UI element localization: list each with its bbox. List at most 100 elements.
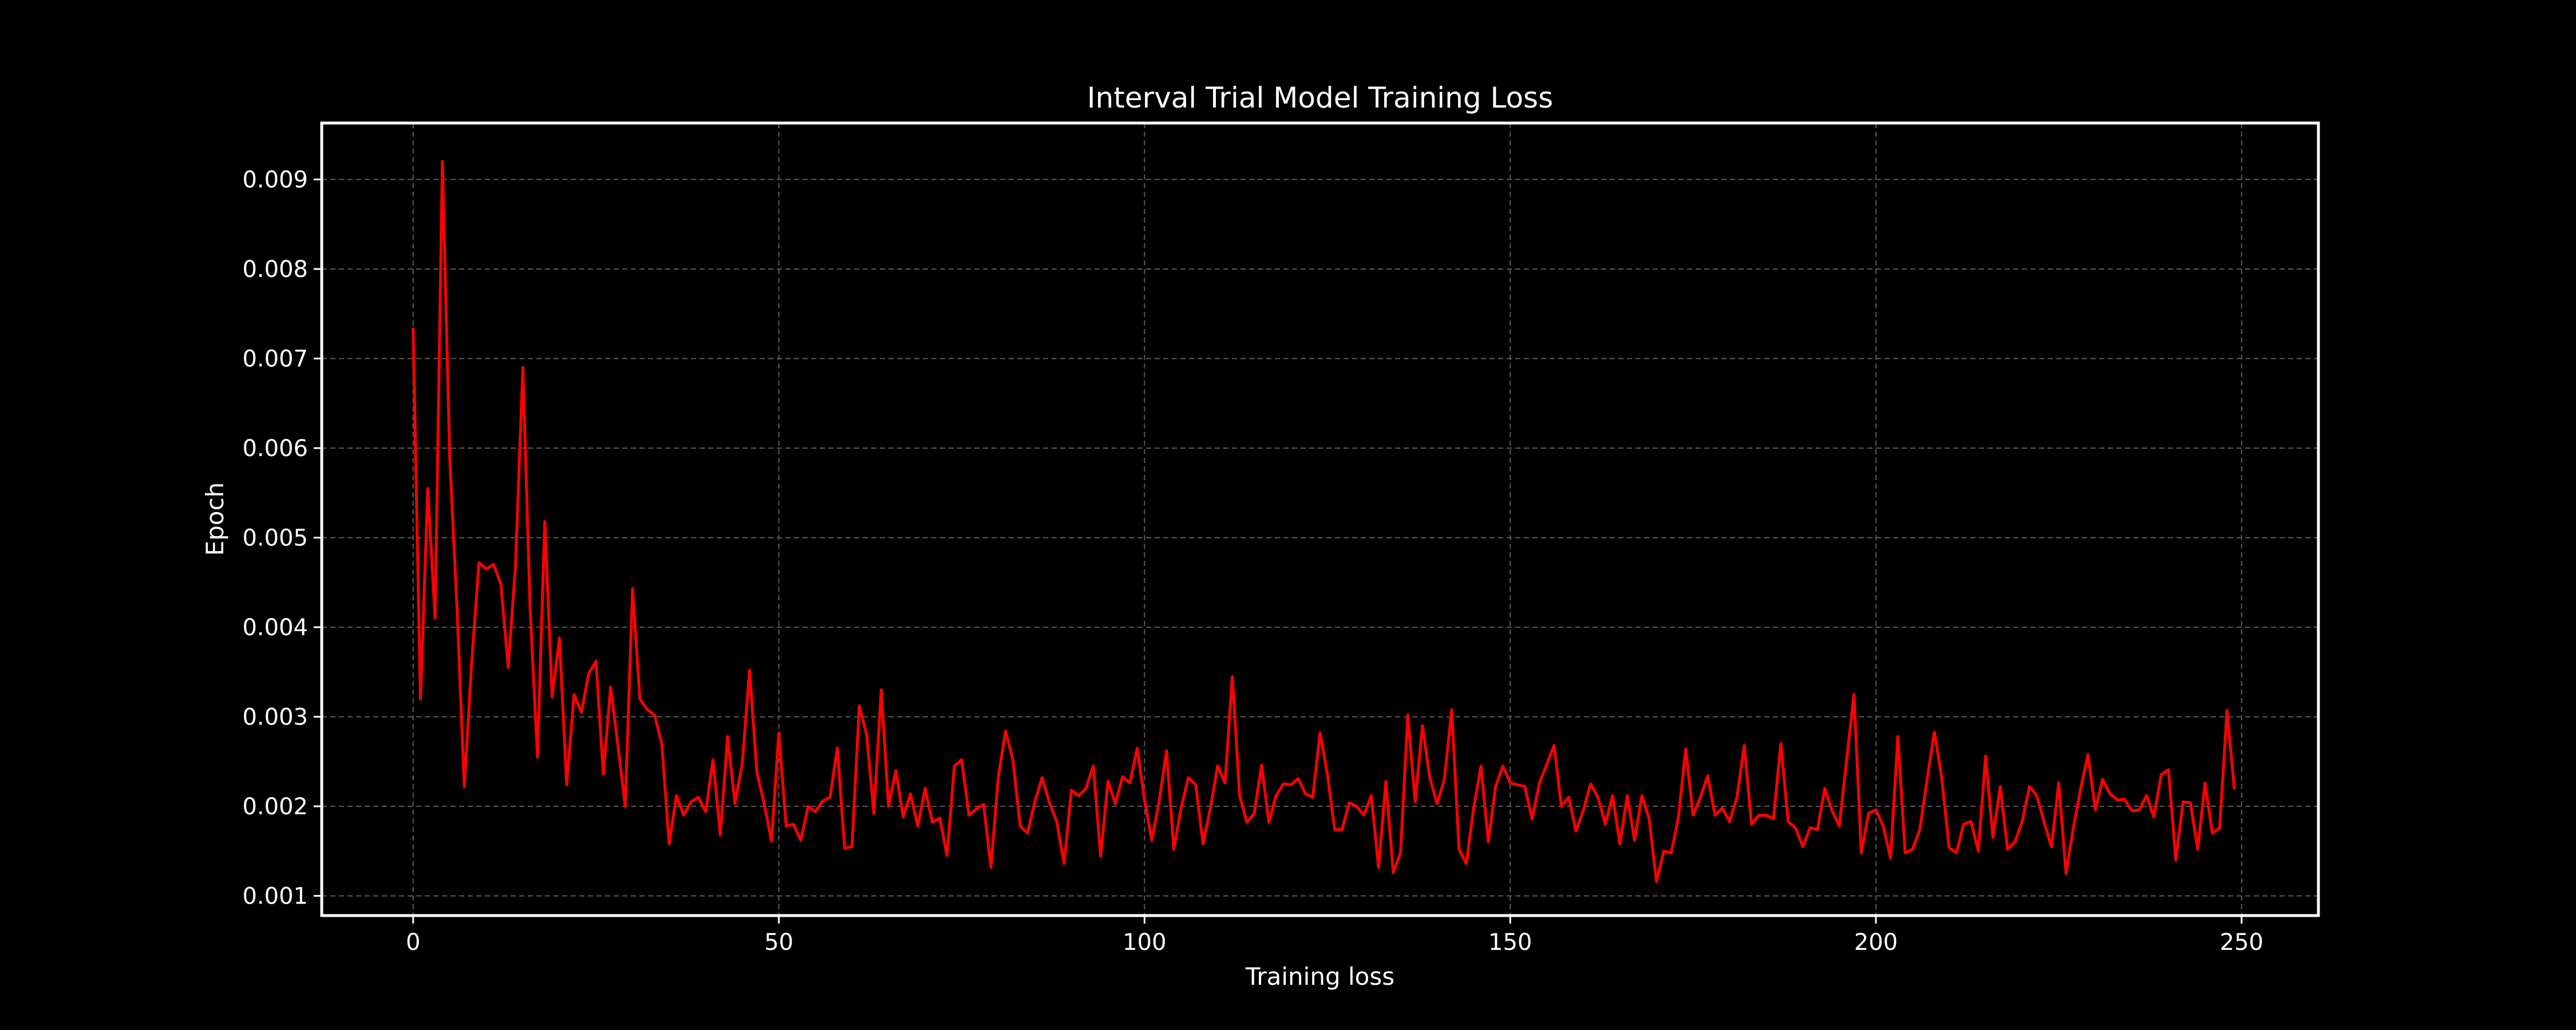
plot-area-frame — [320, 121, 2320, 917]
data-point — [1772, 818, 1775, 820]
x-axis-label: Training loss — [1245, 962, 1394, 991]
data-point — [1947, 846, 1950, 849]
data-point — [1955, 851, 1958, 854]
x-tick-label: 150 — [1488, 929, 1532, 956]
data-point — [1341, 828, 1344, 831]
x-tick-label: 200 — [1854, 929, 1898, 956]
data-point — [712, 758, 714, 761]
data-point — [1911, 848, 1914, 851]
data-point — [1882, 825, 1884, 827]
data-point — [1765, 814, 1768, 817]
data-point — [1319, 731, 1321, 734]
data-point — [1451, 708, 1453, 711]
data-point — [1560, 805, 1563, 808]
x-tick-label: 100 — [1123, 929, 1166, 956]
data-point — [1436, 802, 1439, 805]
data-point — [2101, 778, 2104, 781]
data-point — [792, 823, 795, 826]
y-tick-label: 0.003 — [242, 704, 308, 731]
data-point — [1457, 848, 1460, 851]
data-point — [1962, 823, 1965, 826]
data-point — [536, 756, 539, 758]
data-point — [777, 731, 780, 734]
data-point — [1143, 799, 1146, 802]
data-point — [1348, 801, 1351, 804]
data-point — [1618, 842, 1621, 845]
data-point — [529, 608, 532, 611]
data-point — [1399, 851, 1402, 854]
data-point — [2013, 841, 2016, 843]
data-point — [2174, 859, 2177, 861]
data-point — [748, 669, 751, 672]
data-point — [1048, 801, 1051, 804]
y-tick-label: 0.006 — [242, 435, 308, 462]
data-point — [1897, 735, 1899, 738]
data-point — [2182, 801, 2184, 803]
data-point — [1941, 777, 1943, 779]
data-point — [1194, 783, 1197, 786]
data-point — [829, 796, 831, 799]
data-point — [902, 815, 904, 818]
data-point — [1509, 782, 1512, 785]
data-point — [566, 783, 568, 786]
data-point — [2028, 785, 2031, 788]
data-point — [485, 568, 488, 571]
data-point — [1180, 807, 1183, 810]
data-point — [1004, 730, 1007, 732]
data-point — [1589, 782, 1592, 785]
data-point — [1209, 807, 1212, 810]
data-point — [2196, 848, 2199, 851]
grid-lines — [322, 123, 2318, 916]
data-point — [865, 733, 868, 736]
y-tick-label: 0.009 — [242, 167, 308, 193]
data-point — [500, 583, 502, 585]
data-point — [631, 587, 634, 590]
data-point — [1757, 814, 1760, 817]
data-point — [1692, 814, 1694, 817]
data-point — [1114, 802, 1117, 805]
data-point — [1552, 744, 1555, 747]
data-point — [1611, 794, 1614, 797]
data-point — [1502, 764, 1504, 767]
data-point — [1831, 809, 1834, 812]
data-point — [1852, 693, 1855, 696]
data-point — [463, 785, 466, 788]
data-point — [653, 714, 656, 716]
data-point — [763, 802, 765, 805]
data-point — [1641, 794, 1643, 797]
data-point — [1845, 758, 1848, 761]
data-point — [1480, 764, 1483, 767]
data-point — [1392, 871, 1394, 874]
data-point — [1567, 796, 1570, 799]
data-point — [807, 805, 809, 808]
data-point — [931, 821, 934, 824]
data-point — [661, 742, 663, 745]
data-point — [2145, 794, 2148, 797]
data-point — [595, 660, 598, 663]
data-point — [426, 487, 429, 490]
data-point — [1443, 778, 1446, 781]
data-point — [1107, 780, 1109, 783]
x-tick-label: 0 — [406, 929, 420, 956]
data-point — [470, 661, 473, 664]
data-point — [719, 834, 722, 837]
data-point — [624, 805, 627, 808]
data-point — [1128, 782, 1131, 785]
data-point — [492, 563, 495, 566]
data-point — [1077, 794, 1080, 797]
data-point — [1867, 812, 1870, 815]
data-point — [572, 693, 575, 696]
data-point — [1062, 862, 1065, 865]
data-point — [1794, 826, 1797, 829]
data-point — [2138, 809, 2140, 811]
data-point — [1984, 755, 1987, 758]
data-point — [895, 769, 897, 772]
y-tick-label: 0.007 — [242, 346, 308, 373]
data-point — [2036, 794, 2038, 797]
data-point — [1706, 774, 1709, 777]
y-tick-label: 0.008 — [242, 256, 308, 283]
data-point — [646, 708, 649, 711]
data-point — [975, 807, 978, 810]
data-point — [1311, 796, 1314, 799]
